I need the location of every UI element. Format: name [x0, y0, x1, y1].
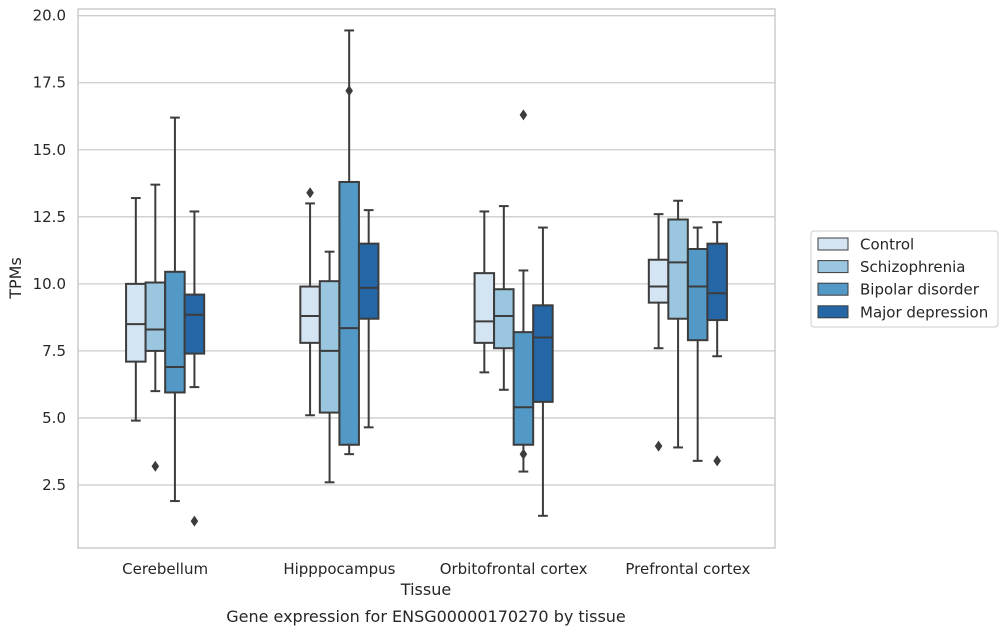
y-tick-label: 12.5 — [33, 208, 66, 226]
box-body — [357, 242, 380, 320]
box-body — [493, 288, 515, 350]
box-body — [473, 272, 496, 344]
outlier-point — [345, 85, 353, 97]
legend-label: Schizophrenia — [860, 258, 965, 276]
y-tick-label: 17.5 — [33, 74, 66, 92]
box-2-0 — [473, 210, 496, 374]
legend-frame — [810, 230, 999, 328]
box-3-1 — [667, 199, 689, 449]
x-tick-label: Cerebellum — [122, 560, 208, 578]
box-1-0 — [299, 187, 321, 417]
box-body — [667, 218, 689, 320]
legend-label: Bipolar disorder — [860, 281, 980, 299]
y-tick-label: 2.5 — [42, 476, 66, 494]
outlier-point — [713, 455, 721, 467]
box-body — [706, 242, 728, 322]
box-series — [125, 29, 728, 527]
box-1-2 — [338, 29, 360, 456]
box-body — [686, 248, 709, 342]
box-3-2 — [686, 226, 709, 462]
y-tick-labels: 2.5 5.0 7.5 10.0 12.5 15.0 17.5 20.0 — [33, 7, 66, 494]
x-tick-label: Hipppocampus — [283, 560, 395, 578]
box-1-3 — [357, 209, 380, 429]
box-2-1 — [493, 205, 515, 391]
box-body — [647, 258, 670, 304]
box-3-3 — [706, 221, 728, 467]
x-tick-label: Prefrontal cortex — [625, 560, 750, 578]
box-0-3 — [183, 210, 206, 527]
legend-label: Major depression — [860, 303, 988, 321]
x-tick-labels: Cerebellum Hipppocampus Orbitofrontal cort… — [122, 560, 750, 578]
outlier-point — [519, 448, 528, 460]
x-axis-label: Tissue — [400, 580, 451, 599]
box-body — [318, 280, 341, 414]
box-2-2 — [512, 109, 535, 473]
box-body — [338, 180, 360, 446]
box-body — [299, 285, 321, 344]
box-body — [164, 270, 186, 394]
box-body — [183, 293, 206, 355]
outlier-point — [519, 109, 528, 121]
outlier-point — [306, 187, 314, 199]
box-1-1 — [318, 250, 341, 484]
box-0-0 — [125, 197, 147, 422]
box-0-1 — [144, 183, 167, 472]
y-tick-label: 15.0 — [33, 141, 66, 159]
box-body — [144, 281, 167, 352]
y-tick-label: 10.0 — [33, 275, 66, 293]
box-3-0 — [647, 213, 670, 452]
box-body — [532, 304, 554, 403]
legend-swatch — [817, 260, 849, 274]
box-2-3 — [532, 226, 554, 517]
box-body — [125, 282, 147, 363]
outlier-point — [190, 515, 199, 527]
legend-swatch — [817, 282, 849, 296]
x-tick-label: Orbitofrontal cortex — [440, 560, 588, 578]
outlier-point — [151, 460, 160, 472]
y-axis-label: TPMs — [6, 257, 25, 300]
legend-swatch — [817, 237, 849, 251]
y-tick-label: 20.0 — [33, 7, 66, 25]
box-0-2 — [164, 116, 186, 503]
outlier-point — [654, 440, 663, 452]
box-body — [512, 331, 535, 446]
legend-swatch — [817, 305, 849, 319]
y-tick-label: 5.0 — [42, 409, 66, 427]
y-tick-label: 7.5 — [42, 342, 66, 360]
legend: Control Schizophrenia Bipolar disorder Majo… — [810, 230, 999, 328]
legend-label: Control — [860, 236, 914, 254]
chart-caption: Gene expression for ENSG00000170270 by t… — [226, 607, 626, 626]
plot-frame — [77, 8, 776, 549]
